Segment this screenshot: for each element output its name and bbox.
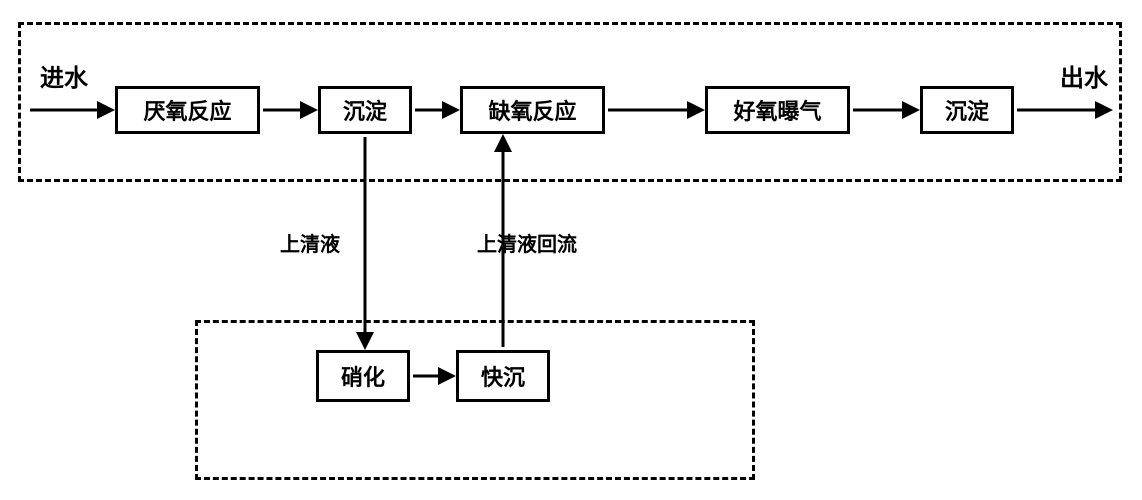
node-label: 硝化 [341, 360, 385, 392]
node-label: 快沉 [481, 360, 525, 392]
node-anaerobic-reaction: 厌氧反应 [115, 86, 260, 134]
inlet-label: 进水 [40, 58, 88, 93]
node-label: 厌氧反应 [143, 94, 231, 126]
node-sedimentation-1: 沉淀 [318, 86, 412, 134]
edge-label-supernatant-return: 上清液回流 [477, 228, 577, 257]
node-label: 沉淀 [343, 94, 387, 126]
outlet-label: 出水 [1060, 58, 1108, 93]
node-label: 好氧曝气 [733, 94, 821, 126]
node-anoxic-reaction: 缺氧反应 [460, 86, 605, 134]
node-fast-settling: 快沉 [456, 350, 550, 402]
node-label: 缺氧反应 [488, 94, 576, 126]
node-label: 沉淀 [945, 94, 989, 126]
node-sedimentation-2: 沉淀 [920, 86, 1014, 134]
edge-label-supernatant: 上清液 [280, 228, 340, 257]
node-aerobic-aeration: 好氧曝气 [705, 86, 850, 134]
node-nitrification: 硝化 [316, 350, 410, 402]
